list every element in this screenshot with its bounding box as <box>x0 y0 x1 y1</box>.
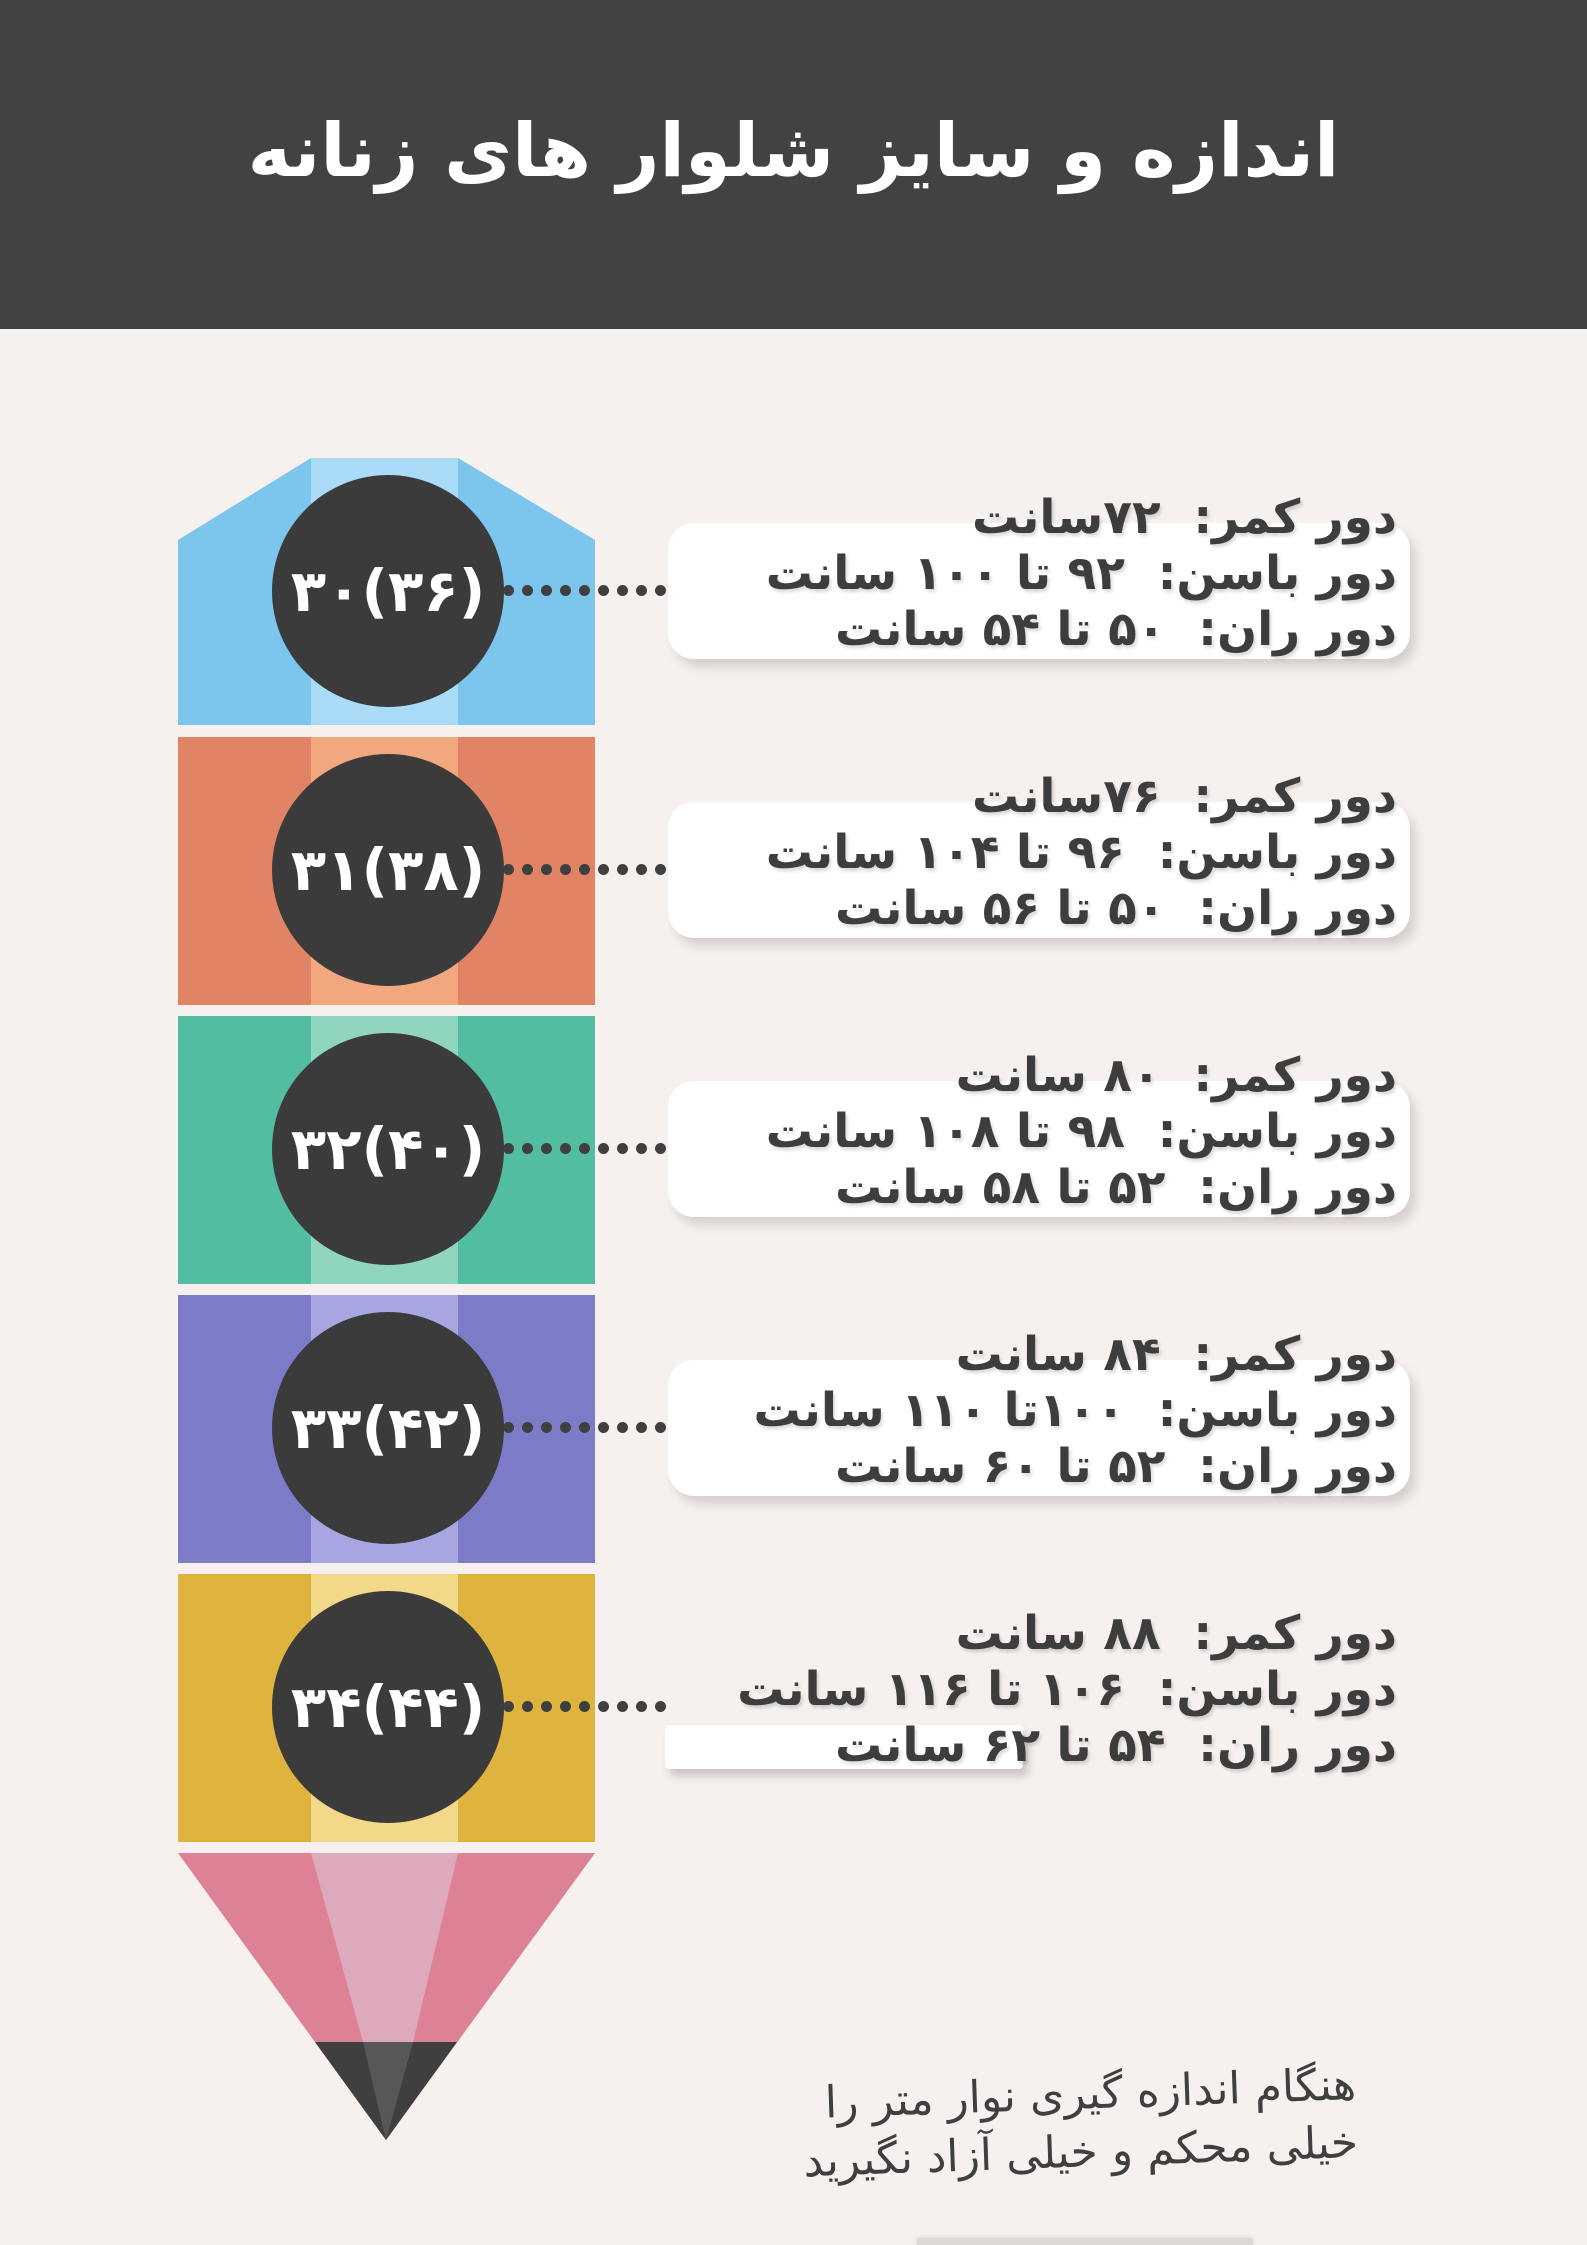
hips-measurement: دور باسن: ۱۰۰تا ۱۱۰ سانت <box>753 1383 1397 1438</box>
dotted-connector-3 <box>503 1143 666 1154</box>
size-badge-5: ۳۴(۴۴) <box>272 1591 504 1823</box>
dotted-connector-5 <box>503 1701 666 1712</box>
size-badge-2: ۳۱(۳۸) <box>272 754 504 986</box>
measurement-text-3: دور کمر: ۸۰ سانت دور باسن: ۹۸ تا ۱۰۸ سان… <box>637 1048 1397 1216</box>
size-badge-4: ۳۳(۴۲) <box>272 1312 504 1544</box>
thigh-measurement: دور ران: ۵۴ تا ۶۲ سانت <box>835 1718 1397 1773</box>
measurement-text-5: دور کمر: ۸۸ سانت دور باسن: ۱۰۶ تا ۱۱۶ سا… <box>637 1606 1397 1774</box>
hips-measurement: دور باسن: ۹۲ تا ۱۰۰ سانت <box>765 546 1397 601</box>
header-bar: اندازه و سایز شلوار های زنانه <box>0 0 1587 329</box>
hips-measurement: دور باسن: ۱۰۶ تا ۱۱۶ سانت <box>737 1662 1397 1717</box>
measurement-card-5 <box>665 1725 1023 1769</box>
pencil-tip <box>178 1853 595 2140</box>
dotted-connector-4 <box>503 1422 666 1433</box>
thigh-measurement: دور ران: ۵۰ تا ۵۴ سانت <box>835 602 1397 657</box>
thigh-measurement: دور ران: ۵۰ تا ۵۶ سانت <box>835 881 1397 936</box>
waist-measurement: دور کمر: ۸۸ سانت <box>955 1606 1397 1661</box>
waist-measurement: دور کمر: ۸۴ سانت <box>955 1327 1397 1382</box>
thigh-measurement: دور ران: ۵۲ تا ۵۸ سانت <box>835 1160 1397 1215</box>
thigh-measurement: دور ران: ۵۲ تا ۶۰ سانت <box>835 1439 1397 1494</box>
hips-measurement: دور باسن: ۹۶ تا ۱۰۴ سانت <box>765 825 1397 880</box>
waist-measurement: دور کمر: ۸۰ سانت <box>955 1048 1397 1103</box>
measurement-text-1: دور کمر: ۷۲سانت دور باسن: ۹۲ تا ۱۰۰ سانت… <box>637 490 1397 658</box>
measurement-card-4 <box>668 1360 1410 1496</box>
measurement-card-1 <box>668 523 1410 659</box>
waist-measurement: دور کمر: ۷۶سانت <box>971 769 1397 824</box>
dotted-connector-2 <box>503 864 666 875</box>
waist-measurement: دور کمر: ۷۲سانت <box>971 490 1397 545</box>
measurement-text-4: دور کمر: ۸۴ سانت دور باسن: ۱۰۰تا ۱۱۰ سان… <box>637 1327 1397 1495</box>
bottom-edge-artifact <box>917 2238 1253 2245</box>
measurement-text-2: دور کمر: ۷۶سانت دور باسن: ۹۶ تا ۱۰۴ سانت… <box>637 769 1397 937</box>
size-badge-3: ۳۲(۴۰) <box>272 1033 504 1265</box>
measurement-card-3 <box>668 1081 1410 1217</box>
hips-measurement: دور باسن: ۹۸ تا ۱۰۸ سانت <box>765 1104 1397 1159</box>
measurement-card-2 <box>668 802 1410 938</box>
dotted-connector-1 <box>503 585 666 596</box>
size-badge-1: ۳۰(۳۶) <box>272 475 504 707</box>
measuring-tip-note: هنگام اندازه گیری نوار متر را خیلی محکم … <box>795 2056 1359 2191</box>
page-title: اندازه و سایز شلوار های زنانه <box>247 108 1340 194</box>
